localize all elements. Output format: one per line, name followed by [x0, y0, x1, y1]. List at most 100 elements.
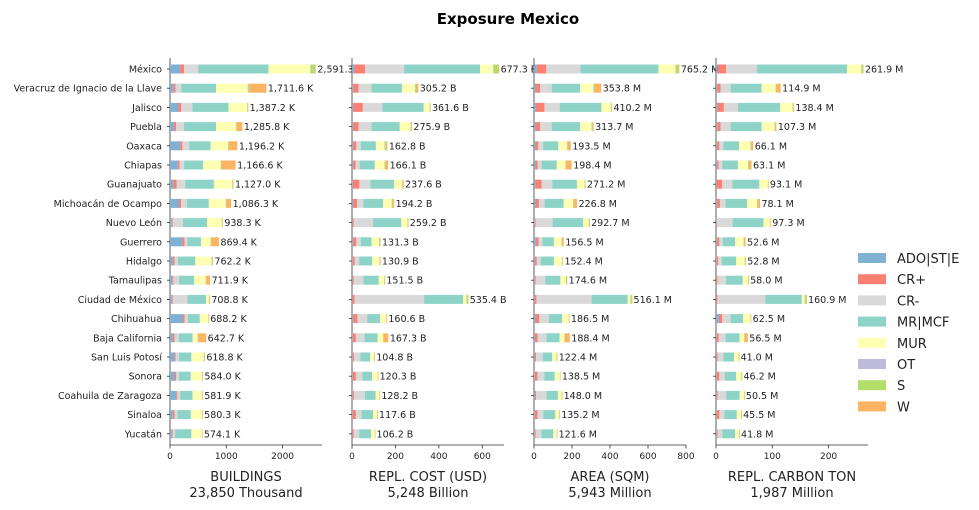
bar-segment-mr-mcf: [731, 122, 762, 131]
bar-segment-cr-: [355, 295, 424, 304]
bar-segment-cr-: [717, 295, 765, 304]
bar-segment-ado-st-e: [716, 65, 718, 74]
bar-segment-mur: [762, 84, 776, 93]
category-label: Chihuahua: [111, 314, 162, 325]
total-value-label: 677.3 B: [501, 65, 538, 76]
total-value-label: 52.8 M: [747, 257, 779, 268]
bar-segment-mur: [555, 410, 559, 419]
bar-segment-ado-st-e: [534, 314, 536, 323]
x-tick-label: 400: [430, 452, 447, 462]
bar-segment-w: [592, 122, 593, 131]
bar-segment-s: [403, 180, 404, 189]
bar-segment-mr-mcf: [722, 257, 737, 266]
bar-segment-cr-: [535, 410, 538, 419]
category-label: Sonora: [129, 372, 162, 383]
bar-segment-mr-mcf: [184, 122, 216, 131]
bar-segment-mur: [378, 333, 383, 342]
bar-segment-s: [204, 353, 205, 362]
bar-segment-cr-: [354, 391, 365, 400]
bar-segment-cr-: [356, 372, 363, 381]
bar-segment-cr-: [719, 333, 726, 342]
bar-segment-w: [793, 103, 794, 112]
category-label: Ciudad de México: [78, 295, 162, 306]
bar-segment-cr-: [538, 161, 542, 170]
bar-segment-mr-mcf: [364, 276, 379, 285]
bar-segment-s: [562, 237, 563, 246]
bar-segment-cr-: [719, 410, 724, 419]
bar-segment-mur: [191, 410, 202, 419]
bar-segment-ado-st-e: [534, 161, 536, 170]
bar-segment-cr-: [176, 122, 184, 131]
bar-segment-mur: [191, 353, 203, 362]
category-label: Puebla: [130, 122, 162, 133]
total-value-label: 97.3 M: [772, 218, 804, 229]
bar-segment-mr-mcf: [424, 295, 463, 304]
bar-segment-ado-st-e: [170, 237, 182, 246]
bar-segment-mur: [743, 314, 750, 323]
bar-segment-cr-: [724, 103, 738, 112]
bar-segment-cr-: [538, 141, 543, 150]
category-label: San Luis Potosí: [91, 353, 162, 364]
bar-segment-cr-: [717, 122, 720, 131]
bar-segment-cr-: [177, 391, 180, 400]
bar-segment-cr-: [354, 218, 374, 227]
bar-segment-mur: [759, 180, 767, 189]
bar-segment-s: [589, 218, 590, 227]
bar-segment-s: [793, 103, 794, 112]
bar-segment-ado-st-e: [534, 353, 535, 362]
bar-segment-w: [568, 141, 571, 150]
bar-segment-mur: [373, 410, 377, 419]
bar-segment-mur: [216, 122, 236, 131]
bar-segment-cr-: [353, 141, 356, 150]
bar-segment-cr-: [352, 295, 354, 304]
bar-segment-mr-mcf: [365, 391, 376, 400]
bar-segment-cr-: [536, 122, 541, 131]
bar-segment-cr-: [353, 257, 355, 266]
bar-segment-cr-: [182, 237, 184, 246]
total-value-label: 765.2 M: [681, 65, 719, 76]
bar-segment-cr-: [172, 276, 173, 285]
bar-segment-ado-st-e: [534, 372, 535, 381]
bar-segment-mur: [401, 218, 407, 227]
bar-segment-w: [498, 65, 499, 74]
bar-segment-ado-st-e: [352, 410, 353, 419]
bar-segment-cr-: [356, 333, 365, 342]
bar-segment-mur: [203, 161, 220, 170]
bar-segment-ado-st-e: [170, 353, 175, 362]
bar-segment-w: [386, 141, 387, 150]
bar-segment-mur: [216, 84, 248, 93]
bar-segment-s: [212, 257, 213, 266]
bar-segment-cr-: [354, 353, 361, 362]
bar-segment-w: [416, 84, 418, 93]
bar-segment-s: [232, 180, 233, 189]
bar-segment-mur: [740, 333, 745, 342]
bar-segment-cr-: [535, 429, 536, 438]
bar-segment-mur: [480, 65, 493, 74]
bar-segment-mr-mcf: [765, 295, 802, 304]
legend-swatch: [858, 295, 886, 305]
bar-segment-s: [380, 257, 381, 266]
total-value-label: 135.2 M: [561, 410, 599, 421]
x-axis-subtitle: 23,850 Thousand: [189, 486, 302, 501]
bar-segment-cr-: [535, 353, 536, 362]
bar-segment-w: [574, 199, 577, 208]
bar-segment-cr-: [179, 199, 181, 208]
total-value-label: 151.5 B: [386, 276, 423, 287]
bar-segment-mr-mcf: [560, 103, 602, 112]
bar-segment-ado-st-e: [534, 410, 535, 419]
x-tick-label: 200: [563, 452, 580, 462]
category-label: Michoacán de Ocampo: [54, 199, 163, 210]
bar-segment-cr-: [717, 218, 733, 227]
bar-segment-mr-mcf: [543, 237, 554, 246]
total-value-label: 162.8 B: [389, 141, 426, 152]
bar-segment-mur: [193, 333, 198, 342]
bar-segment-cr-: [353, 391, 354, 400]
bar-segment-cr-: [718, 429, 723, 438]
bar-segment-mur: [601, 103, 611, 112]
bar-segment-s: [751, 141, 752, 150]
bar-segment-cr-: [536, 391, 546, 400]
bar-segment-cr-: [180, 65, 184, 74]
bar-segment-mr-mcf: [723, 353, 734, 362]
total-value-label: 516.1 M: [634, 295, 672, 306]
bar-segment-mr-mcf: [179, 353, 191, 362]
